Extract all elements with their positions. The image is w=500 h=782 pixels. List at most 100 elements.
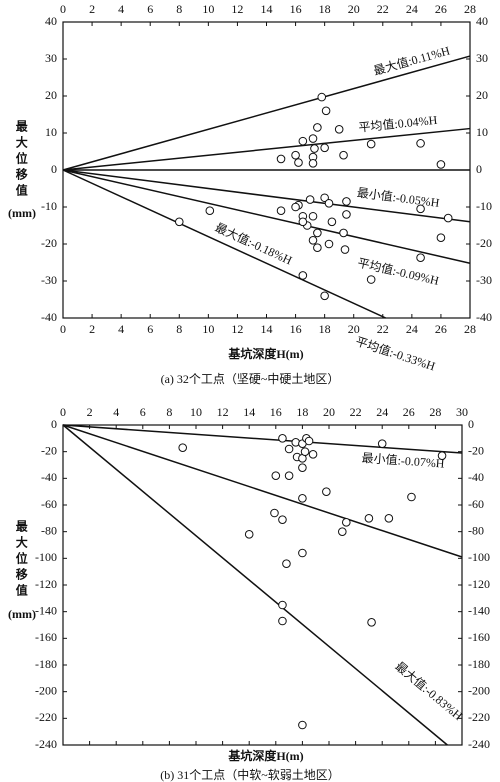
x-tick-label: 30 <box>456 405 468 419</box>
y-tick-label: 10 <box>476 125 488 139</box>
data-point <box>300 447 310 456</box>
x-tick-label: 24 <box>406 2 418 16</box>
x-tick-label: 4 <box>113 405 119 419</box>
trend-line <box>62 424 463 558</box>
x-tick-label: 8 <box>176 322 182 336</box>
y-tick-label: -20 <box>41 443 57 457</box>
line-label: 最大值:-0.83%H <box>392 658 466 723</box>
data-point <box>320 143 329 153</box>
data-point <box>321 106 331 116</box>
data-point <box>339 150 348 160</box>
x-tick-label: 14 <box>261 322 273 336</box>
data-point <box>282 559 291 568</box>
data-point <box>416 204 425 214</box>
y-tick-label: -20 <box>41 236 57 250</box>
data-point <box>334 125 344 134</box>
data-point <box>324 199 334 208</box>
y-tick-label: -20 <box>468 443 484 457</box>
x-tick-label: 0 <box>60 405 66 419</box>
data-point <box>178 443 187 452</box>
data-point <box>298 463 307 472</box>
data-point <box>416 139 425 148</box>
x-tick-label: 18 <box>296 405 308 419</box>
data-point <box>342 197 351 206</box>
y-tick-label: -200 <box>35 683 57 697</box>
data-point <box>377 439 387 448</box>
data-point <box>284 444 294 454</box>
y-tick-label: -160 <box>35 630 57 644</box>
data-point <box>317 92 327 102</box>
trend-line <box>62 127 471 171</box>
data-point <box>305 195 315 204</box>
data-point <box>364 514 374 523</box>
data-point <box>298 548 307 558</box>
y-tick-label: -40 <box>476 310 492 324</box>
x-tick-label: 12 <box>217 405 229 419</box>
data-point <box>437 451 447 460</box>
x-tick-label: 26 <box>435 2 447 16</box>
data-point <box>291 150 300 160</box>
x-tick-label: 4 <box>118 322 124 336</box>
data-point <box>341 518 351 527</box>
line-label: 平均值:-0.33%H <box>354 333 438 373</box>
x-tick-label: 28 <box>464 322 476 336</box>
x-tick-label: 16 <box>290 322 302 336</box>
y-tick-label: -240 <box>35 737 57 751</box>
data-point <box>339 228 348 238</box>
x-tick-label: 16 <box>290 2 302 16</box>
data-point <box>308 236 318 245</box>
line-label: 最小值:-0.05%H <box>356 185 441 210</box>
y-tick-label: -180 <box>35 657 57 671</box>
y-tick-label: -80 <box>468 523 484 537</box>
y-tick-label: -10 <box>41 199 57 213</box>
y-tick-label: -30 <box>41 273 57 287</box>
data-point <box>278 515 287 524</box>
y-tick-label: -100 <box>468 550 490 564</box>
x-tick-label: 22 <box>377 2 389 16</box>
x-tick-label: 22 <box>350 405 362 419</box>
x-tick-label: 14 <box>243 405 255 419</box>
x-tick-label: 28 <box>464 2 476 16</box>
data-point <box>320 291 329 301</box>
trend-line <box>62 169 387 319</box>
data-point <box>313 243 322 252</box>
x-tick-label: 10 <box>202 2 214 16</box>
y-tick-label: -60 <box>41 497 57 511</box>
x-tick-label: 16 <box>270 405 282 419</box>
y-tick-label: -30 <box>476 273 492 287</box>
x-tick-label: 18 <box>319 2 331 16</box>
y-tick-label: 0 <box>51 162 57 176</box>
data-point <box>443 213 453 223</box>
trend-line <box>62 424 463 454</box>
data-point <box>298 720 307 730</box>
y-tick-label: -40 <box>468 470 484 484</box>
data-point <box>308 134 318 143</box>
y-tick-label: -80 <box>41 523 57 537</box>
data-point <box>271 471 281 480</box>
data-point <box>310 144 319 153</box>
data-point <box>366 139 376 149</box>
x-tick-label: 8 <box>176 2 182 16</box>
x-tick-label: 2 <box>89 322 95 336</box>
y-tick-label: 0 <box>51 417 57 431</box>
data-point <box>174 217 184 227</box>
x-axis-label: 基坑深度H(m) <box>227 748 303 763</box>
data-point <box>276 206 286 215</box>
x-tick-label: 10 <box>190 405 202 419</box>
x-tick-label: 6 <box>147 2 153 16</box>
data-point <box>384 514 394 523</box>
y-tick-label: 20 <box>45 88 57 102</box>
y-tick-label: 10 <box>45 125 57 139</box>
y-tick-label: -140 <box>468 603 490 617</box>
x-tick-label: 12 <box>231 322 243 336</box>
x-tick-label: 4 <box>118 2 124 16</box>
x-tick-label: 2 <box>89 2 95 16</box>
data-point <box>366 275 376 284</box>
x-axis-label: 基坑深度H(m) <box>227 346 303 361</box>
y-tick-label: -40 <box>41 470 57 484</box>
y-tick-label: -10 <box>476 199 492 213</box>
x-tick-label: 22 <box>377 322 389 336</box>
data-point <box>322 487 331 496</box>
